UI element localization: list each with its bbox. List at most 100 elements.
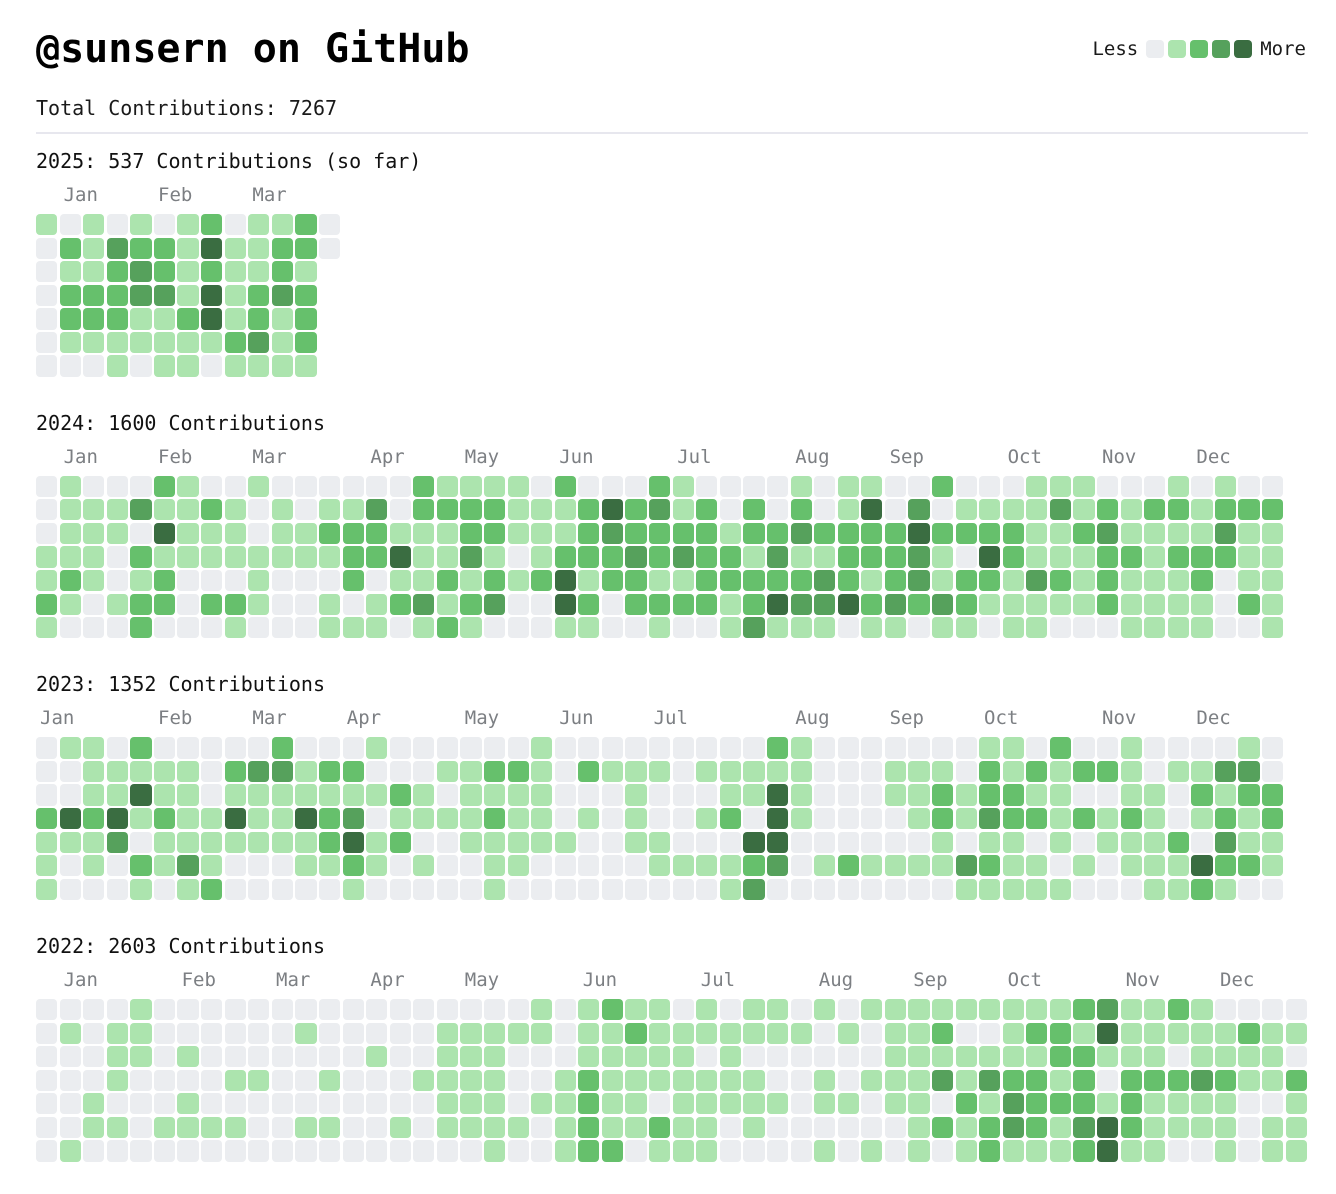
contribution-cell[interactable] xyxy=(153,546,176,568)
contribution-cell[interactable] xyxy=(201,760,223,783)
contribution-cell[interactable] xyxy=(696,1093,718,1115)
contribution-cell[interactable] xyxy=(884,808,906,830)
contribution-cell[interactable] xyxy=(1049,593,1072,615)
contribution-cell[interactable] xyxy=(59,522,81,544)
contribution-cell[interactable] xyxy=(130,237,152,259)
contribution-cell[interactable] xyxy=(861,475,883,497)
contribution-cell[interactable] xyxy=(1191,998,1213,1021)
contribution-cell[interactable] xyxy=(1238,522,1260,544)
contribution-cell[interactable] xyxy=(507,475,529,497)
contribution-cell[interactable] xyxy=(625,855,647,877)
contribution-cell[interactable] xyxy=(931,737,954,759)
contribution-cell[interactable] xyxy=(177,998,199,1021)
contribution-cell[interactable] xyxy=(531,808,553,830)
contribution-cell[interactable] xyxy=(837,522,859,544)
contribution-cell[interactable] xyxy=(578,878,600,900)
contribution-cell[interactable] xyxy=(153,1022,176,1044)
contribution-cell[interactable] xyxy=(59,593,81,615)
contribution-cell[interactable] xyxy=(389,784,411,806)
contribution-cell[interactable] xyxy=(153,878,176,900)
contribution-cell[interactable] xyxy=(1120,878,1142,900)
contribution-cell[interactable] xyxy=(413,1140,435,1162)
contribution-cell[interactable] xyxy=(201,475,223,497)
contribution-cell[interactable] xyxy=(318,808,341,830)
contribution-cell[interactable] xyxy=(814,760,836,783)
contribution-cell[interactable] xyxy=(36,855,58,877)
contribution-cell[interactable] xyxy=(130,261,152,283)
contribution-cell[interactable] xyxy=(483,760,506,783)
contribution-cell[interactable] xyxy=(861,1140,883,1162)
contribution-cell[interactable] xyxy=(36,831,58,853)
contribution-cell[interactable] xyxy=(1167,1046,1189,1068)
contribution-cell[interactable] xyxy=(955,784,977,806)
contribution-cell[interactable] xyxy=(153,617,176,639)
contribution-cell[interactable] xyxy=(342,998,364,1021)
contribution-cell[interactable] xyxy=(413,831,435,853)
contribution-cell[interactable] xyxy=(295,855,317,877)
contribution-cell[interactable] xyxy=(295,214,317,236)
contribution-cell[interactable] xyxy=(460,1022,482,1044)
contribution-cell[interactable] xyxy=(248,355,270,377)
contribution-cell[interactable] xyxy=(766,1046,789,1068)
contribution-cell[interactable] xyxy=(837,808,859,830)
contribution-cell[interactable] xyxy=(1073,878,1095,900)
contribution-cell[interactable] xyxy=(1002,546,1024,568)
contribution-cell[interactable] xyxy=(837,1116,859,1139)
contribution-cell[interactable] xyxy=(295,499,317,521)
contribution-cell[interactable] xyxy=(1262,522,1284,544)
contribution-cell[interactable] xyxy=(483,499,506,521)
contribution-cell[interactable] xyxy=(884,878,906,900)
contribution-cell[interactable] xyxy=(318,522,341,544)
contribution-cell[interactable] xyxy=(106,808,128,830)
contribution-cell[interactable] xyxy=(719,522,741,544)
contribution-cell[interactable] xyxy=(1167,784,1189,806)
contribution-cell[interactable] xyxy=(460,499,482,521)
contribution-cell[interactable] xyxy=(295,760,317,783)
contribution-cell[interactable] xyxy=(201,737,223,759)
contribution-cell[interactable] xyxy=(696,760,718,783)
contribution-cell[interactable] xyxy=(719,737,741,759)
contribution-cell[interactable] xyxy=(1167,1116,1189,1139)
contribution-cell[interactable] xyxy=(153,1093,176,1115)
contribution-cell[interactable] xyxy=(153,355,176,377)
contribution-cell[interactable] xyxy=(1097,617,1119,639)
contribution-cell[interactable] xyxy=(59,284,81,306)
contribution-cell[interactable] xyxy=(743,475,765,497)
contribution-cell[interactable] xyxy=(1167,1069,1189,1091)
contribution-cell[interactable] xyxy=(531,499,553,521)
contribution-cell[interactable] xyxy=(1073,1140,1095,1162)
contribution-cell[interactable] xyxy=(672,760,694,783)
contribution-cell[interactable] xyxy=(1073,522,1095,544)
contribution-cell[interactable] xyxy=(743,1069,765,1091)
contribution-cell[interactable] xyxy=(318,237,341,259)
contribution-cell[interactable] xyxy=(177,1022,199,1044)
contribution-cell[interactable] xyxy=(248,760,270,783)
contribution-cell[interactable] xyxy=(955,1116,977,1139)
contribution-cell[interactable] xyxy=(1285,1022,1307,1044)
contribution-cell[interactable] xyxy=(601,546,624,568)
contribution-cell[interactable] xyxy=(1167,1093,1189,1115)
contribution-cell[interactable] xyxy=(743,522,765,544)
contribution-cell[interactable] xyxy=(59,1140,81,1162)
contribution-cell[interactable] xyxy=(483,1093,506,1115)
contribution-cell[interactable] xyxy=(36,760,58,783)
contribution-cell[interactable] xyxy=(1097,1093,1119,1115)
contribution-cell[interactable] xyxy=(1120,808,1142,830)
contribution-cell[interactable] xyxy=(1002,617,1024,639)
contribution-cell[interactable] xyxy=(649,569,671,592)
contribution-cell[interactable] xyxy=(1238,855,1260,877)
contribution-cell[interactable] xyxy=(413,1069,435,1091)
contribution-cell[interactable] xyxy=(507,737,529,759)
contribution-cell[interactable] xyxy=(578,1046,600,1068)
contribution-cell[interactable] xyxy=(1144,569,1166,592)
contribution-cell[interactable] xyxy=(130,1093,152,1115)
contribution-cell[interactable] xyxy=(201,998,223,1021)
contribution-cell[interactable] xyxy=(955,546,977,568)
contribution-cell[interactable] xyxy=(601,1116,624,1139)
contribution-cell[interactable] xyxy=(672,546,694,568)
contribution-cell[interactable] xyxy=(59,261,81,283)
contribution-cell[interactable] xyxy=(177,214,199,236)
contribution-cell[interactable] xyxy=(1191,1116,1213,1139)
contribution-cell[interactable] xyxy=(554,998,576,1021)
contribution-cell[interactable] xyxy=(1238,475,1260,497)
